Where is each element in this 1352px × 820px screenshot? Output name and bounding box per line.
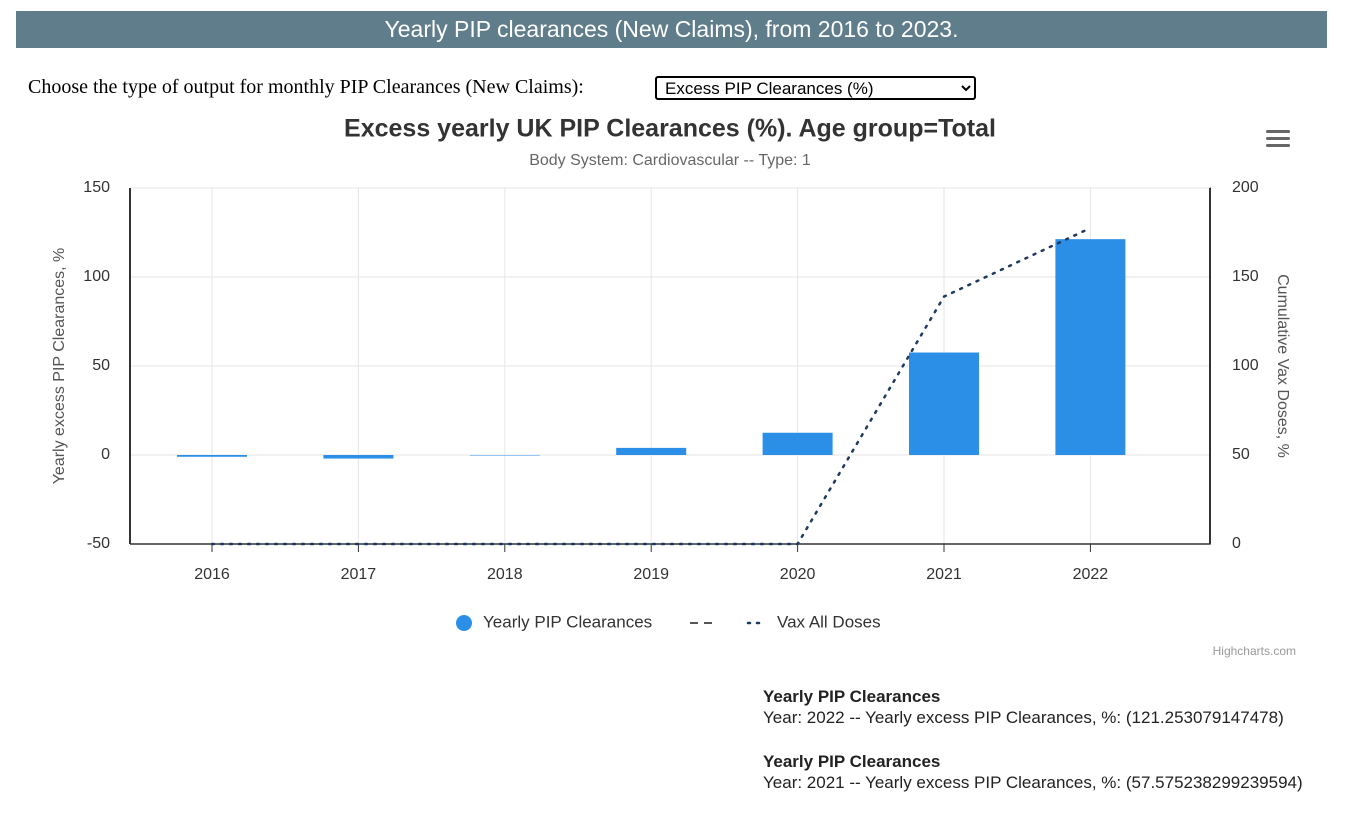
menu-bar[interactable] bbox=[1266, 144, 1290, 147]
bar bbox=[909, 352, 979, 455]
legend-label: Vax All Doses bbox=[777, 612, 881, 631]
legend-item[interactable]: Vax All Doses bbox=[746, 612, 881, 631]
info-block: Yearly PIP Clearances Year: 2022 -- Yearl… bbox=[763, 686, 1284, 728]
output-type-select[interactable]: Excess PIP Clearances (%) bbox=[655, 76, 976, 100]
info-title: Yearly PIP Clearances bbox=[763, 687, 941, 706]
x-tick-label: 2020 bbox=[780, 566, 816, 583]
info-text: Year: 2022 -- Yearly excess PIP Clearanc… bbox=[763, 708, 1284, 727]
credits[interactable]: Highcharts.com bbox=[1213, 644, 1296, 658]
x-tick-label: 2022 bbox=[1073, 566, 1109, 583]
y-tick-label: 150 bbox=[83, 179, 110, 196]
chart-subtitle: Body System: Cardiovascular -- Type: 1 bbox=[529, 152, 811, 169]
chart-title: Excess yearly UK PIP Clearances (%). Age… bbox=[344, 115, 996, 143]
bar bbox=[1055, 239, 1126, 455]
bar bbox=[323, 455, 394, 459]
menu-icon[interactable] bbox=[1266, 130, 1290, 147]
y2-axis-title: Cumulative Vax Doses, % bbox=[1274, 274, 1291, 458]
y2-tick-label: 200 bbox=[1232, 179, 1259, 196]
menu-bar[interactable] bbox=[1266, 137, 1290, 140]
bar bbox=[469, 455, 540, 456]
y-tick-label: 100 bbox=[83, 268, 110, 285]
bar bbox=[177, 455, 247, 457]
bar bbox=[616, 447, 687, 455]
y2-tick-label: 150 bbox=[1232, 268, 1259, 285]
y2-tick-label: 0 bbox=[1232, 535, 1241, 552]
y2-tick-label: 50 bbox=[1232, 446, 1250, 463]
x-tick-label: 2021 bbox=[926, 566, 962, 583]
x-tick-label: 2017 bbox=[341, 566, 377, 583]
line bbox=[210, 226, 1092, 546]
y-tick-label: -50 bbox=[87, 535, 110, 552]
legend-label: Yearly PIP Clearances bbox=[483, 612, 652, 631]
y-tick-label: 50 bbox=[92, 357, 110, 374]
legend-symbol bbox=[456, 615, 472, 631]
page-header: Yearly PIP clearances (New Claims), from… bbox=[16, 11, 1327, 48]
menu-bar[interactable] bbox=[1266, 130, 1290, 133]
bar bbox=[762, 432, 833, 455]
x-tick-label: 2019 bbox=[633, 566, 669, 583]
chart: Excess yearly UK PIP Clearances (%). Age… bbox=[51, 115, 1296, 659]
legend-item[interactable]: Yearly PIP Clearances bbox=[456, 612, 652, 631]
info-title: Yearly PIP Clearances bbox=[763, 752, 941, 771]
selector-label: Choose the type of output for monthly PI… bbox=[28, 76, 584, 98]
y-axis-title: Yearly excess PIP Clearances, % bbox=[51, 248, 68, 485]
x-tick-label: 2018 bbox=[487, 566, 523, 583]
x-tick-label: 2016 bbox=[194, 566, 230, 583]
selector-row: Choose the type of output for monthly PI… bbox=[28, 74, 976, 100]
info-block: Yearly PIP Clearances Year: 2021 -- Yearl… bbox=[763, 751, 1303, 793]
info-text: Year: 2021 -- Yearly excess PIP Clearanc… bbox=[763, 773, 1303, 792]
y-tick-label: 0 bbox=[101, 446, 110, 463]
y2-tick-label: 100 bbox=[1232, 357, 1259, 374]
